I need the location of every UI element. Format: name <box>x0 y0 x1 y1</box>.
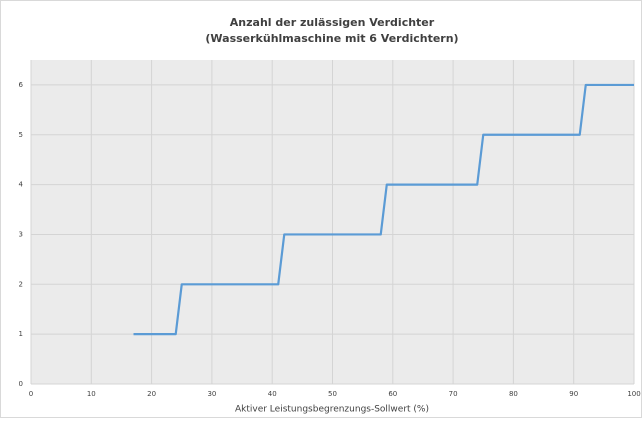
chart-title: Anzahl der zulässigen Verdichter <box>230 16 435 29</box>
x-tick-label: 50 <box>328 390 337 398</box>
y-tick-label: 0 <box>19 380 23 388</box>
x-tick-label: 80 <box>509 390 518 398</box>
x-tick-label: 20 <box>147 390 156 398</box>
chart-subtitle: (Wasserkühlmaschine mit 6 Verdichtern) <box>205 32 458 45</box>
x-tick-label: 70 <box>449 390 458 398</box>
x-tick-label: 10 <box>87 390 96 398</box>
y-tick-label: 6 <box>19 81 24 89</box>
y-tick-label: 4 <box>19 181 24 189</box>
y-tick-label: 2 <box>19 280 23 288</box>
x-tick-label: 90 <box>569 390 578 398</box>
x-tick-label: 60 <box>388 390 397 398</box>
x-tick-label: 0 <box>29 390 33 398</box>
y-tick-label: 5 <box>19 131 23 139</box>
series-line <box>133 83 634 336</box>
x-tick-label: 30 <box>207 390 216 398</box>
y-tick-label: 1 <box>19 330 23 338</box>
x-tick-label: 40 <box>268 390 277 398</box>
x-axis-label: Aktiver Leistungsbegrenzungs-Sollwert (%… <box>235 405 429 415</box>
y-tick-label: 3 <box>19 230 23 238</box>
x-tick-label: 100 <box>627 390 640 398</box>
